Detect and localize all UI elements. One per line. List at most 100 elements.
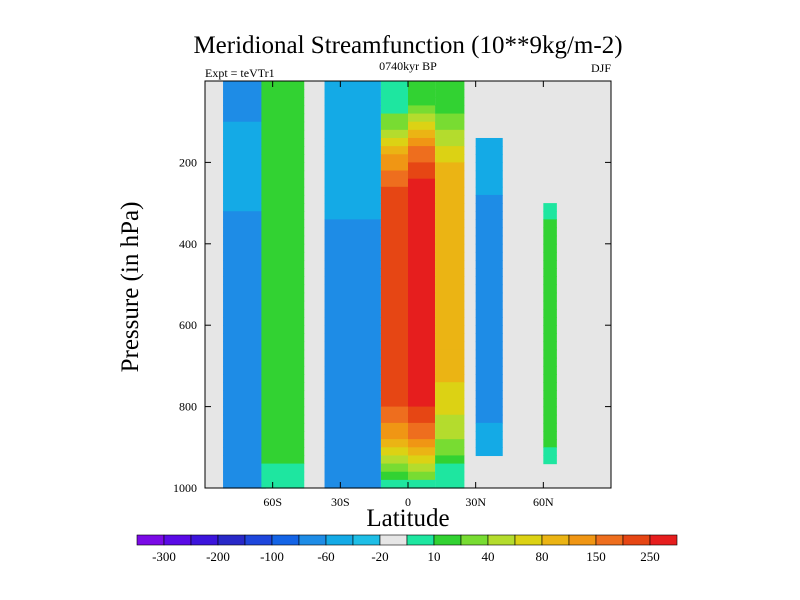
contour-cell: [475, 300, 503, 310]
season-label: DJF: [591, 61, 611, 75]
x-tick-label: 0: [405, 495, 411, 509]
contour-cell: [408, 300, 436, 310]
contour-cell: [543, 422, 557, 432]
contour-cell: [223, 211, 266, 220]
contour-cell: [475, 292, 503, 302]
contour-cell: [543, 333, 557, 343]
contour-cell: [380, 325, 408, 334]
contour-cell: [223, 105, 266, 115]
contour-cell: [324, 300, 381, 310]
contour-cell: [543, 268, 557, 277]
contour-cell: [223, 178, 266, 188]
contour-cell: [408, 121, 436, 131]
contour-cell: [380, 113, 408, 123]
colorbar-labels: -300 -200 -100 -60 -20 10 40 80 150 250: [152, 549, 660, 564]
colorbar-box: [271, 534, 300, 546]
contour-cell: [324, 178, 381, 188]
contour-cell: [475, 162, 503, 172]
contour-cell: [408, 137, 436, 147]
contour-cell: [380, 137, 408, 147]
x-tick-label: 60N: [533, 495, 554, 509]
contour-cell: [380, 341, 408, 351]
colorbar-box: [406, 534, 435, 546]
contour-cell: [223, 276, 266, 286]
contour-cell: [324, 479, 381, 489]
x-axis-label: Latitude: [366, 505, 449, 532]
contour-cell: [475, 194, 503, 204]
contour-cell: [324, 154, 381, 163]
contour-cell: [380, 414, 408, 424]
contour-cell: [223, 243, 266, 253]
contour-cell: [223, 422, 266, 432]
contour-cell: [408, 178, 436, 188]
contour-cell: [324, 439, 381, 448]
contour-cell: [324, 414, 381, 424]
contour-cell: [324, 325, 381, 334]
contour-cell: [223, 431, 266, 440]
contour-cell: [324, 431, 381, 440]
contour-cell: [380, 194, 408, 204]
contour-cell: [261, 349, 305, 359]
y-tick-label: 1000: [173, 481, 197, 495]
contour-cell: [475, 154, 503, 163]
contour-cell: [408, 398, 436, 408]
contour-cell: [324, 129, 381, 139]
contour-cell: [475, 398, 503, 408]
contour-cell: [435, 219, 465, 229]
contour-cell: [261, 81, 305, 90]
contour-cell: [475, 422, 503, 432]
contour-cell: [324, 308, 381, 318]
contour-cell: [543, 260, 557, 269]
contour-cell: [475, 447, 503, 457]
contour-cell: [408, 308, 436, 318]
contour-cell: [261, 211, 305, 220]
contour-cell: [223, 349, 266, 359]
contour-cell: [408, 349, 436, 359]
contour-cell: [223, 81, 266, 90]
x-tick-label: 30N: [465, 495, 486, 509]
contour-cell: [543, 251, 557, 261]
contour-cell: [475, 268, 503, 277]
contour-cell: [223, 146, 266, 155]
contour-cell: [261, 97, 305, 107]
contour-cell: [380, 105, 408, 115]
contour-cell: [223, 203, 266, 212]
contour-cell: [435, 308, 465, 318]
contour-cell: [543, 439, 557, 448]
contour-cell: [435, 194, 465, 204]
contour-cell: [261, 219, 305, 229]
contour-cell: [435, 374, 465, 383]
contour-cell: [408, 194, 436, 204]
contour-cell: [380, 146, 408, 155]
contour-cell: [435, 414, 465, 424]
contour-cell: [261, 422, 305, 432]
contour-cell: [408, 341, 436, 351]
contour-cell: [408, 317, 436, 326]
contour-cell: [435, 463, 465, 473]
contour-cell: [543, 414, 557, 424]
contour-cell: [380, 89, 408, 98]
contour-cell: [324, 447, 381, 457]
contour-cell: [380, 390, 408, 400]
contour-cell: [543, 219, 557, 229]
contour-cell: [380, 284, 408, 294]
contour-cell: [543, 308, 557, 318]
contour-cell: [223, 113, 266, 123]
contour-cell: [408, 439, 436, 448]
contour-cell: [261, 284, 305, 294]
contour-cell: [380, 121, 408, 131]
contour-cell: [380, 406, 408, 416]
colorbar-box: [622, 534, 651, 546]
contour-cell: [408, 333, 436, 343]
contour-cells: [223, 81, 557, 489]
contour-cell: [380, 471, 408, 481]
contour-cell: [380, 308, 408, 318]
contour-cell: [435, 154, 465, 163]
colorbar-tick-label: 10: [428, 549, 441, 564]
contour-cell: [261, 308, 305, 318]
colorbar-box: [541, 534, 570, 546]
colorbar-tick-label: -20: [371, 549, 388, 564]
contour-cell: [261, 227, 305, 237]
colorbar-box: [352, 534, 381, 546]
contour-cell: [223, 439, 266, 448]
